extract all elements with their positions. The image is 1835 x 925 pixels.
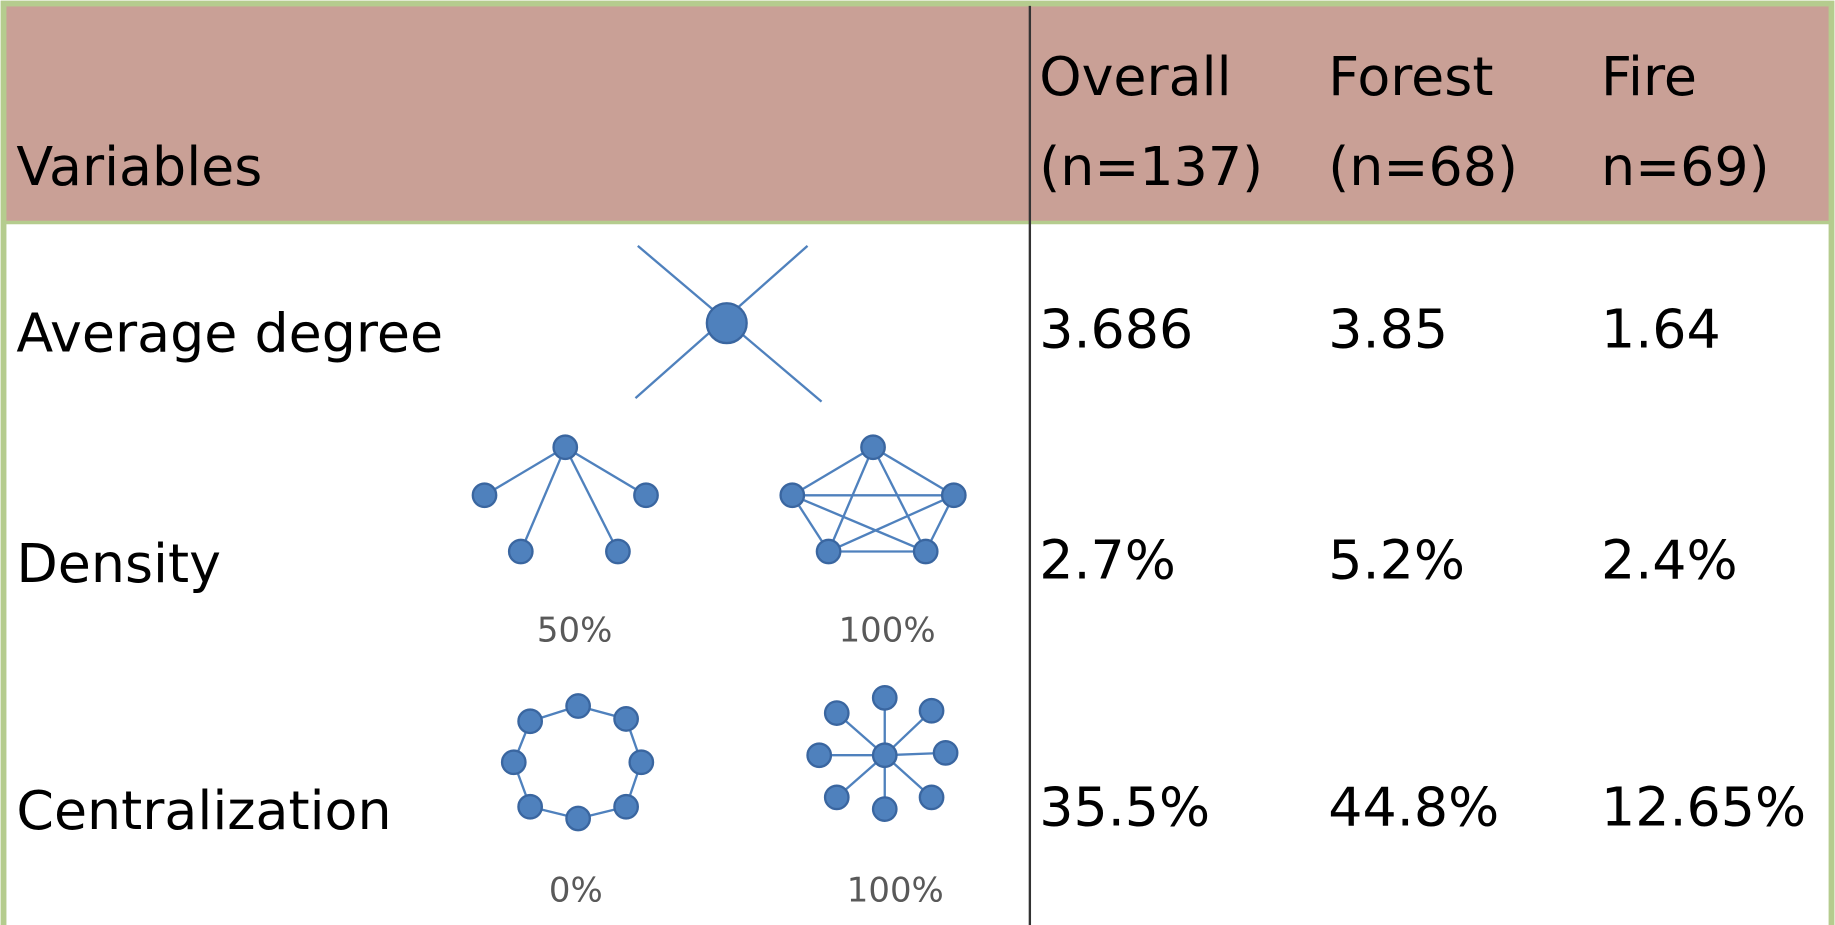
- icon-node: [473, 484, 496, 507]
- row-label: Average degree: [16, 301, 443, 364]
- icon-node: [781, 484, 804, 507]
- icon-node: [509, 540, 532, 563]
- icon-node: [873, 797, 896, 820]
- icon-node: [914, 540, 937, 563]
- header-row: [4, 4, 1832, 223]
- icon-node: [825, 701, 848, 724]
- icon-node: [518, 795, 541, 818]
- icon-node: [606, 540, 629, 563]
- icon-node: [518, 710, 541, 733]
- cell-value: 2.7%: [1039, 528, 1176, 591]
- icon-node: [630, 751, 653, 774]
- header-cell: n=69): [1601, 135, 1770, 198]
- icon-caption: 100%: [839, 611, 936, 651]
- icon-node: [554, 436, 577, 459]
- icon-node: [934, 741, 957, 764]
- table: Variables Overall (n=137) Forest (n=68) Fire n…: [0, 0, 1835, 925]
- icon-node: [808, 744, 831, 767]
- header-cell: Fire: [1601, 45, 1697, 108]
- icon-node: [566, 807, 589, 830]
- icon-node: [920, 786, 943, 809]
- icon-node: [566, 694, 589, 717]
- header-cell: (n=137): [1039, 135, 1263, 198]
- header-cell: Variables: [16, 135, 262, 198]
- icon-node: [817, 540, 840, 563]
- cell-value: 3.85: [1328, 298, 1448, 361]
- icon-caption: 100%: [847, 871, 944, 911]
- page: Variables Overall (n=137) Forest (n=68) Fire n…: [0, 0, 1835, 925]
- icon-node: [861, 436, 884, 459]
- icon-caption: 0%: [549, 871, 603, 911]
- table-slide: Variables Overall (n=137) Forest (n=68) Fire n…: [0, 0, 1835, 925]
- cell-value: 5.2%: [1328, 528, 1465, 591]
- icon-node: [873, 686, 896, 709]
- icon-node: [825, 786, 848, 809]
- cell-value: 1.64: [1601, 298, 1721, 361]
- header-cell: Overall: [1039, 45, 1231, 108]
- row-label: Density: [16, 532, 221, 595]
- icon-node: [920, 699, 943, 722]
- icon-node: [707, 303, 747, 343]
- header-cell: (n=68): [1328, 135, 1518, 198]
- header-cell: Forest: [1328, 45, 1493, 108]
- icon-node: [873, 744, 896, 767]
- icon-node: [634, 484, 657, 507]
- icon-node: [614, 707, 637, 730]
- icon-node: [614, 795, 637, 818]
- icon-node: [942, 484, 965, 507]
- cell-value: 2.4%: [1601, 528, 1738, 591]
- cell-value: 3.686: [1039, 298, 1193, 361]
- row-label: Centralization: [16, 779, 391, 842]
- cell-value: 44.8%: [1328, 775, 1499, 838]
- icon-node: [502, 751, 525, 774]
- cell-value: 12.65%: [1601, 775, 1806, 838]
- cell-value: 35.5%: [1039, 775, 1210, 838]
- icon-caption: 50%: [537, 611, 612, 651]
